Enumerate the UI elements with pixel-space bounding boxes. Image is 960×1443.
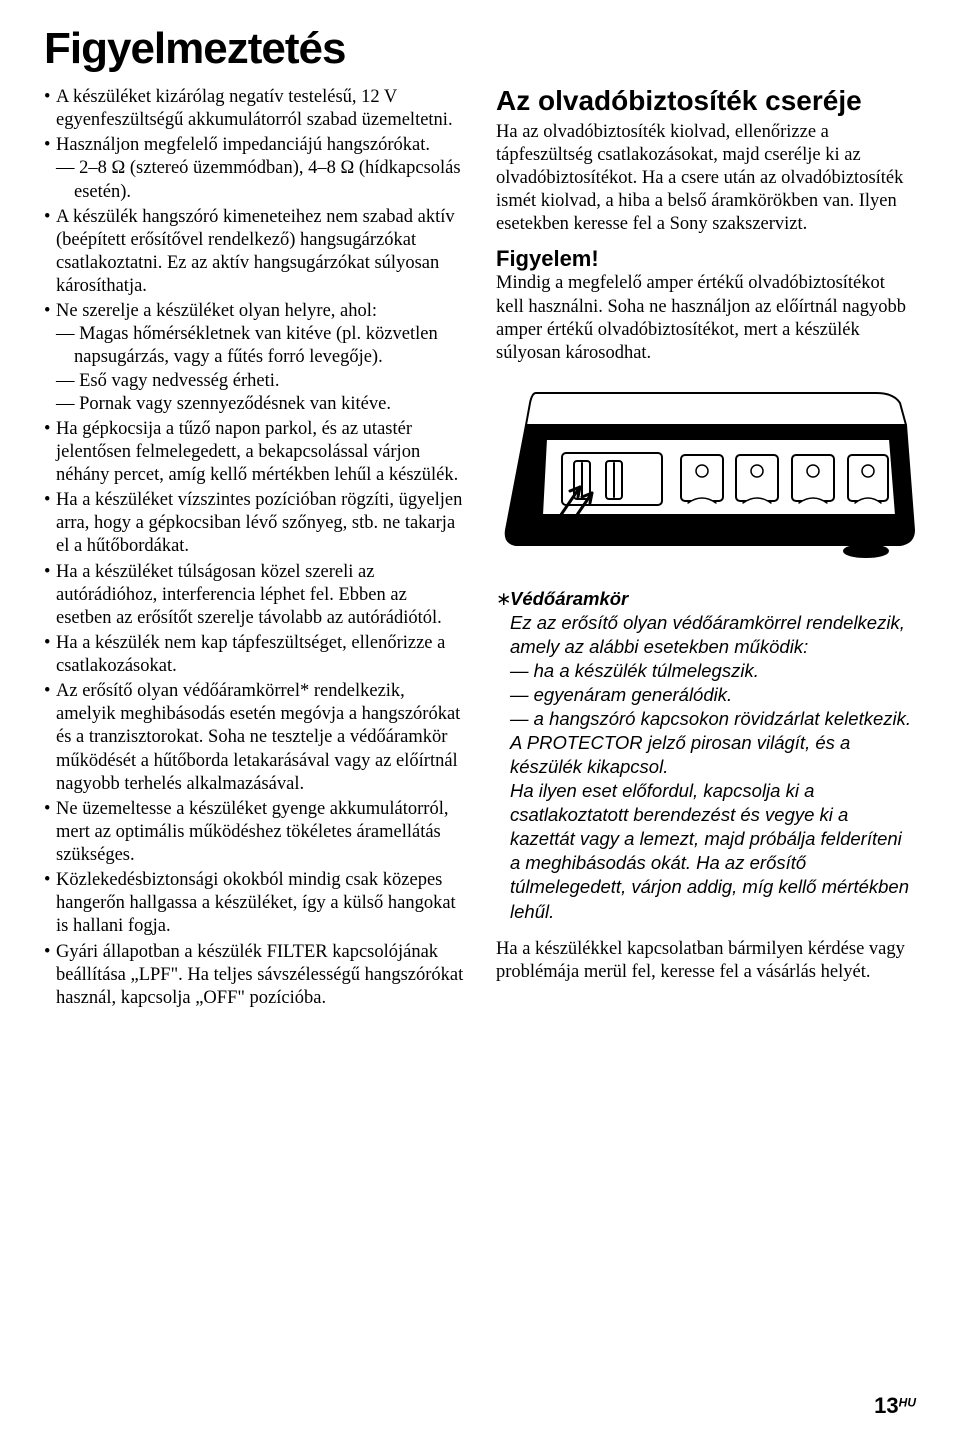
warning-item: Ne szerelje a készüléket olyan helyre, a…	[44, 300, 464, 416]
warning-item-text: Ne üzemeltesse a készüléket gyenge akkum…	[56, 799, 448, 865]
warning-item-text: Ha gépkocsija a tűző napon parkol, és az…	[56, 419, 458, 485]
page-footer: 13HU	[874, 1393, 916, 1419]
protection-after-line: Ha ilyen eset előfordul, kapcsolja ki a …	[510, 779, 916, 923]
warning-subitem: Pornak vagy szennyeződésnek van kitéve.	[56, 393, 464, 416]
page-language: HU	[899, 1396, 916, 1410]
warning-item: Használjon megfelelő impedanciájú hangsz…	[44, 134, 464, 203]
warning-subitem: Eső vagy nedvesség érheti.	[56, 370, 464, 393]
warning-subitem: Magas hőmérsékletnek van kitéve (pl. köz…	[56, 323, 464, 369]
warning-item: A készülék hangszóró kimeneteihez nem sz…	[44, 206, 464, 299]
right-column: Az olvadóbiztosíték cseréje Ha az olvadó…	[496, 86, 916, 1012]
warning-item: A készüléket kizárólag negatív testelésű…	[44, 86, 464, 132]
warning-subitem: 2–8 Ω (sztereó üzemmódban), 4–8 Ω (hídka…	[56, 157, 464, 203]
protection-after-line: A PROTECTOR jelző pirosan világít, és a …	[510, 731, 916, 779]
page-title: Figyelmeztetés	[44, 24, 916, 74]
warning-item: Ha a készüléket túlságosan közel szereli…	[44, 561, 464, 630]
warning-item-text: Használjon megfelelő impedanciájú hangsz…	[56, 135, 430, 155]
warning-item-text: A készülék hangszóró kimeneteihez nem sz…	[56, 207, 455, 296]
warning-item: Ha a készülék nem kap tápfeszültséget, e…	[44, 632, 464, 678]
warning-item: Közlekedésbiztonsági okokból mindig csak…	[44, 869, 464, 938]
protection-case: egyenáram generálódik.	[510, 683, 916, 707]
warning-item-text: Ha a készüléket túlságosan közel szereli…	[56, 562, 442, 628]
protection-title: Védőáramkör	[510, 588, 628, 609]
warning-item-text: Ha a készülék nem kap tápfeszültséget, e…	[56, 633, 445, 676]
protection-circuit-note: ∗ Védőáramkör Ez az erősítő olyan védőár…	[496, 587, 916, 924]
left-column: A készüléket kizárólag negatív testelésű…	[44, 86, 464, 1012]
warning-item: Ha gépkocsija a tűző napon parkol, és az…	[44, 418, 464, 487]
warning-item: Az erősítő olyan védőáramkörrel* rendelk…	[44, 680, 464, 796]
warning-item: Ha a készüléket vízszintes pozícióban rö…	[44, 489, 464, 558]
protection-case: ha a készülék túlmelegszik.	[510, 659, 916, 683]
warning-item-text: A készüléket kizárólag negatív testelésű…	[56, 87, 453, 130]
two-column-layout: A készüléket kizárólag negatív testelésű…	[44, 86, 916, 1012]
warning-item-text: Ha a készüléket vízszintes pozícióban rö…	[56, 490, 462, 556]
attention-heading: Figyelem!	[496, 246, 916, 272]
warning-item: Ne üzemeltesse a készüléket gyenge akkum…	[44, 798, 464, 867]
protection-intro: Ez az erősítő olyan védőáramkörrel rende…	[510, 611, 916, 659]
asterisk-marker: ∗	[496, 587, 512, 611]
protection-aftertext: A PROTECTOR jelző pirosan világít, és a …	[510, 731, 916, 923]
closing-paragraph: Ha a készülékkel kapcsolatban bármilyen …	[496, 938, 916, 984]
warning-item: Gyári állapotban a készülék FILTER kapcs…	[44, 941, 464, 1010]
fuse-section-paragraph: Ha az olvadóbiztosíték kiolvad, ellenőri…	[496, 121, 916, 237]
warning-item-text: Ne szerelje a készüléket olyan helyre, a…	[56, 301, 377, 321]
warning-list: A készüléket kizárólag negatív testelésű…	[44, 86, 464, 1010]
page-number: 13	[874, 1393, 898, 1418]
fuse-section-title: Az olvadóbiztosíték cseréje	[496, 86, 916, 117]
warning-item-text: Gyári állapotban a készülék FILTER kapcs…	[56, 942, 463, 1008]
fuse-diagram-svg	[496, 375, 916, 575]
attention-paragraph: Mindig a megfelelő amper értékű olvadóbi…	[496, 272, 916, 365]
warning-item-text: Közlekedésbiztonsági okokból mindig csak…	[56, 870, 456, 936]
fuse-diagram	[496, 375, 916, 575]
warning-item-text: Az erősítő olyan védőáramkörrel* rendelk…	[56, 681, 460, 794]
protection-case: a hangszóró kapcsokon rövidzárlat keletk…	[510, 707, 916, 731]
